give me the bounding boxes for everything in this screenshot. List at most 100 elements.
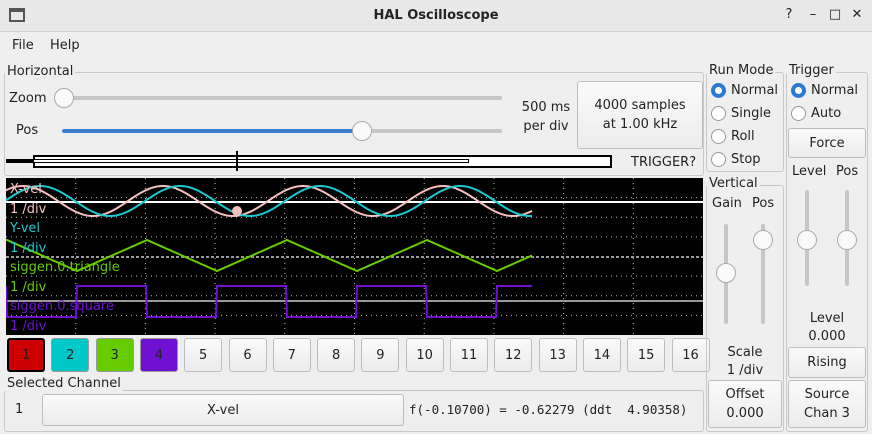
scope-display[interactable] <box>6 178 703 335</box>
trace-square <box>6 285 532 318</box>
radio-label: Normal <box>811 83 859 98</box>
rate-value: 500 ms <box>521 100 571 115</box>
trace-y-vel <box>6 185 533 217</box>
channel-button-6[interactable]: 6 <box>228 338 267 372</box>
trigger-mode-auto-radio[interactable]: Auto <box>791 106 841 121</box>
channel-button-5[interactable]: 5 <box>184 338 223 372</box>
trigger-level-value: 0.000 <box>808 329 846 344</box>
channel-button-8[interactable]: 8 <box>317 338 356 372</box>
rate-unit: per div <box>523 119 569 134</box>
pos-label: Pos <box>16 123 39 138</box>
pos-slider[interactable] <box>352 121 372 141</box>
vertical-pos-slider[interactable] <box>761 224 765 324</box>
channel-button-7[interactable]: 7 <box>272 338 311 372</box>
app-icon <box>9 8 25 22</box>
channel-button-4[interactable]: 4 <box>139 338 178 372</box>
radio-indicator <box>711 152 726 167</box>
radio-indicator <box>791 83 806 98</box>
trigger-pos-knob[interactable] <box>837 230 857 250</box>
pos-slider-fill <box>62 129 362 133</box>
trigger-level-label: Level <box>792 164 827 179</box>
horizontal-group <box>4 72 704 176</box>
trigger-label: Trigger <box>787 63 836 78</box>
trace-triangle <box>6 238 533 273</box>
gain-label: Gain <box>712 196 742 211</box>
trace-labels: X-vel 1 /div Y-vel 1 /div siggen.0.triangle 1… <box>10 180 120 336</box>
menu-help[interactable]: Help <box>50 38 80 53</box>
trace-name: Y-vel <box>10 221 41 236</box>
trace-name: X-vel <box>10 182 42 197</box>
radio-indicator <box>711 129 726 144</box>
trigger-group <box>786 72 868 432</box>
gain-slider-knob[interactable] <box>716 263 736 283</box>
title-bar <box>0 0 872 32</box>
window-title: HAL Oscilloscope <box>373 8 499 23</box>
edge-button[interactable]: Rising <box>788 347 866 378</box>
radio-indicator <box>711 83 726 98</box>
vertical-pos-slider-knob[interactable] <box>753 230 773 250</box>
help-icon[interactable]: ? <box>785 7 793 22</box>
selected-channel-number: 1 <box>15 402 24 417</box>
channel-button-1[interactable]: 1 <box>7 338 45 372</box>
channel-button-14[interactable]: 14 <box>582 338 621 372</box>
radio-label: Roll <box>731 129 755 144</box>
radio-indicator <box>791 106 806 121</box>
trace-scale: 1 /div <box>10 240 47 256</box>
rate-text: 500 ms per div <box>515 98 577 136</box>
offset-value: 0.000 <box>726 406 764 421</box>
channel-button-12[interactable]: 12 <box>494 338 533 372</box>
radio-label: Stop <box>731 152 761 167</box>
channel-button-15[interactable]: 15 <box>627 338 666 372</box>
run-mode-normal-radio[interactable]: Normal <box>711 83 778 98</box>
zoom-slider-track[interactable] <box>62 96 502 100</box>
run-mode-stop-radio[interactable]: Stop <box>711 152 761 167</box>
scale-display: Scale 1 /div <box>708 344 782 380</box>
run-mode-single-radio[interactable]: Single <box>711 106 771 121</box>
record-position-bar[interactable] <box>6 151 612 171</box>
scale-value: 1 /div <box>726 363 764 378</box>
zoom-slider[interactable] <box>54 88 74 108</box>
offset-button[interactable]: Offset 0.000 <box>708 380 782 428</box>
force-button[interactable]: Force <box>788 128 866 158</box>
pos-slider-track[interactable] <box>362 129 502 133</box>
vertical-label: Vertical <box>707 176 760 191</box>
channel-button-16[interactable]: 16 <box>671 338 710 372</box>
close-icon[interactable]: ✕ <box>851 7 863 22</box>
radio-label: Normal <box>731 83 779 98</box>
run-mode-roll-radio[interactable]: Roll <box>711 129 755 144</box>
channel-button-11[interactable]: 11 <box>450 338 488 372</box>
sample-rate: at 1.00 kHz <box>602 117 678 132</box>
source-value: Chan 3 <box>804 406 850 421</box>
channel-button-10[interactable]: 10 <box>405 338 444 372</box>
channel-button-9[interactable]: 9 <box>361 338 400 372</box>
channel-button-3[interactable]: 3 <box>95 338 134 372</box>
channel-button-2[interactable]: 2 <box>51 338 90 372</box>
trigger-mode-normal-radio[interactable]: Normal <box>791 83 858 98</box>
channel-button-13[interactable]: 13 <box>538 338 577 372</box>
menu-file[interactable]: File <box>12 38 34 53</box>
vertical-pos-label: Pos <box>752 196 775 211</box>
selected-channel-group <box>4 390 704 432</box>
trigger-level-title: Level <box>809 311 845 326</box>
trace-name: siggen.0.triangle <box>10 260 120 275</box>
channel-readout: f(-0.10700) = -0.62279 (ddt 4.90358) <box>409 402 688 417</box>
trace-scale: 1 /div <box>10 318 47 334</box>
trigger-status: TRIGGER? <box>631 155 697 170</box>
samples-count: 4000 samples <box>594 98 686 113</box>
trace-name: siggen.0.square <box>10 299 114 314</box>
horizontal-label: Horizontal <box>5 64 76 79</box>
zoom-label: Zoom <box>9 91 47 106</box>
run-mode-label: Run Mode <box>707 63 776 78</box>
scale-title: Scale <box>727 345 763 360</box>
trigger-point-marker <box>232 206 242 216</box>
maximize-icon[interactable]: □ <box>828 7 842 22</box>
radio-indicator <box>711 106 726 121</box>
source-button[interactable]: Source Chan 3 <box>788 380 866 428</box>
radio-label: Single <box>731 106 771 121</box>
minimize-icon[interactable]: – <box>809 7 817 22</box>
radio-label: Auto <box>811 106 842 121</box>
trigger-level-display: Level 0.000 <box>788 310 866 346</box>
samples-button[interactable]: 4000 samples at 1.00 kHz <box>577 81 703 149</box>
selected-channel-name-button[interactable]: X-vel <box>42 394 404 426</box>
trigger-level-knob[interactable] <box>797 230 817 250</box>
